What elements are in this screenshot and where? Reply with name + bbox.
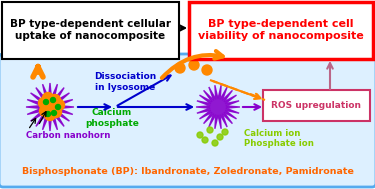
Text: Calcium
phosphate: Calcium phosphate bbox=[85, 108, 139, 128]
Circle shape bbox=[202, 137, 208, 143]
Circle shape bbox=[217, 134, 223, 140]
Circle shape bbox=[54, 99, 64, 111]
Circle shape bbox=[51, 106, 62, 118]
FancyBboxPatch shape bbox=[0, 54, 375, 187]
Text: Bisphosphonate (BP): Ibandronate, Zoledronate, Pamidronate: Bisphosphonate (BP): Ibandronate, Zoledr… bbox=[22, 167, 354, 177]
Text: Calcium ion: Calcium ion bbox=[244, 129, 300, 138]
Circle shape bbox=[44, 99, 48, 105]
Text: ROS upregulation: ROS upregulation bbox=[271, 101, 361, 109]
Polygon shape bbox=[26, 83, 74, 131]
FancyBboxPatch shape bbox=[2, 2, 179, 59]
Text: BP type-dependent cell
viability of nanocomposite: BP type-dependent cell viability of nano… bbox=[198, 19, 364, 41]
Circle shape bbox=[39, 105, 51, 116]
Circle shape bbox=[42, 92, 54, 104]
FancyArrowPatch shape bbox=[162, 51, 223, 78]
Circle shape bbox=[48, 104, 58, 115]
Circle shape bbox=[51, 111, 57, 115]
Text: Phosphate ion: Phosphate ion bbox=[244, 139, 314, 147]
FancyBboxPatch shape bbox=[263, 90, 370, 121]
Text: BP type-dependent cellular
uptake of nanocomposite: BP type-dependent cellular uptake of nan… bbox=[9, 19, 171, 41]
Circle shape bbox=[56, 105, 60, 109]
Circle shape bbox=[51, 98, 55, 102]
Circle shape bbox=[45, 112, 51, 116]
Circle shape bbox=[212, 140, 218, 146]
Circle shape bbox=[45, 109, 56, 121]
Text: Dissociation
in lysosome: Dissociation in lysosome bbox=[94, 72, 156, 92]
Circle shape bbox=[202, 65, 212, 75]
Text: Carbon nanohorn: Carbon nanohorn bbox=[26, 132, 110, 140]
Circle shape bbox=[207, 127, 213, 133]
Circle shape bbox=[39, 98, 50, 108]
Circle shape bbox=[197, 132, 203, 138]
Polygon shape bbox=[196, 85, 240, 129]
Circle shape bbox=[175, 63, 185, 73]
Circle shape bbox=[50, 94, 60, 105]
Circle shape bbox=[222, 129, 228, 135]
Circle shape bbox=[42, 102, 53, 114]
FancyBboxPatch shape bbox=[189, 2, 373, 59]
Circle shape bbox=[189, 60, 199, 70]
